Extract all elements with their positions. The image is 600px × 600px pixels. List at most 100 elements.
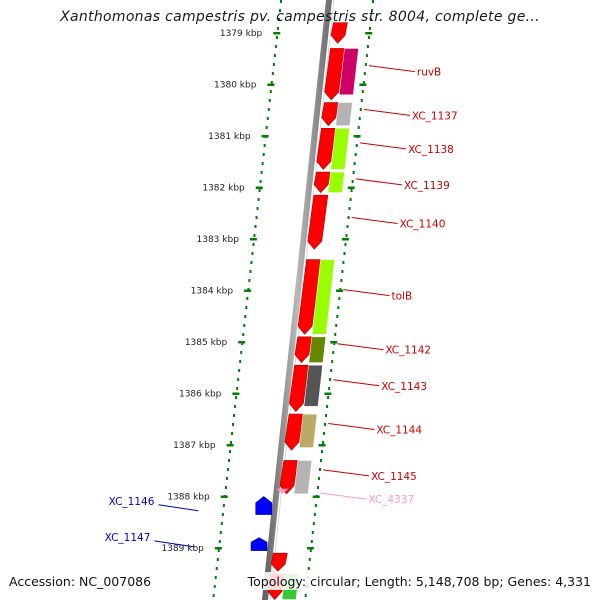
inner-ruler-dot xyxy=(260,171,263,174)
gene-label[interactable]: XC_4337 xyxy=(368,494,414,506)
outer-ruler-dot xyxy=(359,108,362,111)
outer-ruler-dot xyxy=(328,387,331,390)
inner-ruler-dot xyxy=(215,567,218,570)
cog-category-bar[interactable] xyxy=(335,102,353,126)
gene-label[interactable]: XC_1143 xyxy=(381,381,427,393)
pseudogene-marker[interactable] xyxy=(276,488,289,494)
gene-label[interactable]: XC_1144 xyxy=(376,425,422,437)
gene-label[interactable]: ruvB xyxy=(417,67,441,79)
forward-gene-arrow[interactable] xyxy=(321,102,339,127)
forward-gene-arrow[interactable] xyxy=(289,364,309,412)
forward-gene-arrow[interactable] xyxy=(307,194,329,250)
ruler-tick xyxy=(267,83,275,86)
outer-ruler-tick xyxy=(341,238,349,241)
label-leader-line xyxy=(363,108,410,116)
outer-ruler-tick xyxy=(336,289,344,292)
ruler-tick-label: 1387 kbp xyxy=(173,441,216,451)
gene-label[interactable]: XC_1138 xyxy=(408,144,454,156)
cog-category-bar[interactable] xyxy=(338,48,359,96)
genome-backbone xyxy=(262,0,332,600)
outer-ruler-dot xyxy=(363,72,366,75)
gene-label[interactable]: XC_1139 xyxy=(404,180,450,192)
ruler-tick xyxy=(226,444,234,447)
reverse-gene-arrow[interactable] xyxy=(255,496,273,515)
cog-category-bar[interactable] xyxy=(298,413,318,448)
outer-ruler-dot xyxy=(344,243,347,246)
inner-ruler-dot xyxy=(240,351,243,354)
gene-label[interactable]: XC_1137 xyxy=(412,110,458,122)
gene-label[interactable]: XC_1140 xyxy=(400,219,446,231)
forward-gene-arrow[interactable] xyxy=(294,336,313,364)
forward-gene-arrow[interactable] xyxy=(313,171,331,194)
cog-category-bar[interactable] xyxy=(293,460,313,495)
inner-ruler-dot xyxy=(238,369,241,372)
outer-ruler-dot xyxy=(309,549,312,552)
outer-ruler-dot xyxy=(369,18,372,21)
inner-ruler-dot xyxy=(217,549,220,552)
label-leader-line xyxy=(343,289,390,297)
gene-label[interactable]: XC_1142 xyxy=(385,345,431,357)
reverse-gene-arrow[interactable] xyxy=(250,537,268,551)
cog-category-bar[interactable] xyxy=(330,128,350,170)
outer-ruler-dot xyxy=(341,270,344,273)
inner-ruler-dot xyxy=(221,513,224,516)
gene-label[interactable]: XC_1147 xyxy=(105,532,151,544)
gene-label[interactable]: XC_1146 xyxy=(109,496,155,508)
inner-ruler-dot xyxy=(253,234,256,237)
cog-category-bar[interactable] xyxy=(308,336,327,363)
ruler-tick-label: 1384 kbp xyxy=(191,287,234,297)
inner-ruler-dot xyxy=(252,243,255,246)
outer-ruler-dot xyxy=(365,54,368,57)
inner-ruler-dot xyxy=(262,153,265,156)
ruler-tick xyxy=(261,135,269,138)
genome-summary-label: Topology: circular; Length: 5,148,708 bp… xyxy=(247,574,591,589)
forward-gene-arrow[interactable] xyxy=(270,552,288,572)
inner-ruler-dot xyxy=(250,261,253,264)
outer-ruler-dot xyxy=(346,225,349,228)
cog-category-bar[interactable] xyxy=(327,171,345,193)
forward-gene-arrow[interactable] xyxy=(324,48,345,101)
inner-ruler-dot xyxy=(265,126,268,129)
outer-ruler-dot xyxy=(316,486,319,489)
outer-ruler-dot xyxy=(355,144,358,147)
outer-ruler-dot xyxy=(368,27,371,30)
inner-ruler-dot xyxy=(232,423,235,426)
outer-ruler-dot xyxy=(372,0,374,3)
outer-ruler-tick xyxy=(359,83,367,86)
outer-ruler-dot xyxy=(364,63,367,66)
outer-ruler-dot xyxy=(317,477,320,480)
gene-label[interactable]: XC_1145 xyxy=(371,471,417,483)
outer-ruler-dot xyxy=(337,306,340,309)
outer-ruler-dot xyxy=(324,423,327,426)
outer-ruler-dot xyxy=(311,531,314,534)
outer-ruler-dot xyxy=(338,297,341,300)
outer-ruler-dot xyxy=(323,432,326,435)
forward-gene-arrow[interactable] xyxy=(297,259,321,335)
gene-label[interactable]: tolB xyxy=(391,291,412,303)
forward-gene-arrow[interactable] xyxy=(330,22,348,44)
inner-ruler-dot xyxy=(245,306,248,309)
inner-ruler-dot xyxy=(224,486,227,489)
cog-category-bar[interactable] xyxy=(303,364,323,407)
outer-ruler-dot xyxy=(353,162,356,165)
forward-gene-arrow[interactable] xyxy=(284,413,304,451)
inner-ruler-dot xyxy=(249,270,252,273)
inner-ruler-dot xyxy=(263,144,266,147)
outer-ruler-dot xyxy=(347,216,350,219)
forward-gene-arrow[interactable] xyxy=(316,127,336,170)
inner-ruler-dot xyxy=(216,558,219,561)
outer-ruler-dot xyxy=(319,459,322,462)
outer-ruler-dot xyxy=(352,171,355,174)
cog-category-bar[interactable] xyxy=(311,259,335,335)
outer-ruler-dot xyxy=(326,405,329,408)
outer-ruler-dot xyxy=(354,153,357,156)
outer-ruler-dot xyxy=(312,522,315,525)
forward-gene-arrow[interactable] xyxy=(279,460,299,495)
inner-ruler-dot xyxy=(235,396,238,399)
inner-ruler-dot xyxy=(266,117,269,120)
inner-ruler-dot xyxy=(231,432,234,435)
label-leader-line xyxy=(333,379,380,387)
outer-ruler-dot xyxy=(348,207,351,210)
label-leader-line xyxy=(368,65,415,73)
